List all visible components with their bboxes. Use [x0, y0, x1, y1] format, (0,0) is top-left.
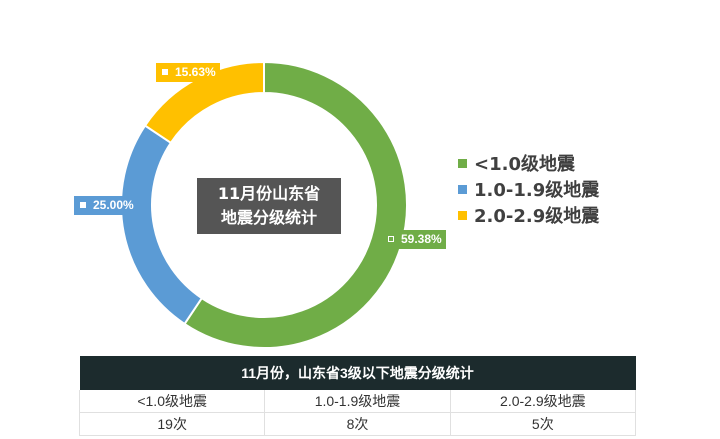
table-row-categories: <1.0级地震 1.0-1.9级地震 2.0-2.9级地震 — [78, 390, 637, 413]
data-label-marker — [80, 202, 86, 208]
chart-title-line-2: 地震分级统计 — [220, 208, 317, 227]
data-label-1to2: 25.00% — [74, 196, 138, 215]
data-label-2to3-text: 15.63% — [175, 65, 216, 79]
data-label-marker — [388, 236, 394, 242]
table-cell-count-1to2: 8次 — [264, 412, 451, 436]
legend-swatch-lt1 — [458, 158, 467, 168]
donut-slice-1to2 — [120, 124, 204, 326]
data-label-marker — [162, 69, 168, 75]
chart-title-line-1: 11月份山东省 — [217, 184, 321, 203]
table-header: 11月份，山东省3级以下地震分级统计 — [79, 356, 636, 390]
legend-label-lt1: <1.0级地震 — [474, 154, 575, 175]
table-cell-count-lt1: 19次 — [78, 412, 266, 436]
data-label-1to2-text: 25.00% — [93, 198, 134, 212]
legend-swatch-2to3 — [458, 210, 467, 220]
legend-swatch-1to2 — [458, 184, 467, 194]
donut-slice-lt1 — [183, 60, 408, 349]
legend-label-2to3: 2.0-2.9级地震 — [474, 206, 600, 227]
donut-chart — [120, 60, 408, 349]
table-cell-count-2to3: 5次 — [449, 412, 637, 436]
legend-item-lt1: <1.0级地震 — [458, 152, 599, 178]
data-label-lt1: 59.38% — [382, 230, 446, 249]
table-row-counts: 19次 8次 5次 — [78, 412, 637, 436]
data-label-2to3: 15.63% — [156, 63, 220, 82]
chart: 11月份山东省 地震分级统计 59.38% 25.00% 15.63% <1.0… — [74, 60, 599, 349]
chart-title: 11月份山东省 地震分级统计 — [197, 178, 341, 234]
legend-item-2to3: 2.0-2.9级地震 — [458, 204, 599, 230]
table-cell-category-1to2: 1.0-1.9级地震 — [264, 390, 451, 413]
legend-label-1to2: 1.0-1.9级地震 — [474, 180, 600, 201]
data-label-lt1-text: 59.38% — [401, 232, 442, 246]
table-cell-category-2to3: 2.0-2.9级地震 — [449, 390, 637, 413]
chart-legend: <1.0级地震 1.0-1.9级地震 2.0-2.9级地震 — [458, 152, 599, 230]
summary-table: 11月份，山东省3级以下地震分级统计 <1.0级地震 1.0-1.9级地震 2.… — [78, 356, 637, 436]
donut-slice-2to3 — [143, 60, 265, 145]
table-cell-category-lt1: <1.0级地震 — [78, 390, 266, 413]
legend-item-1to2: 1.0-1.9级地震 — [458, 178, 599, 204]
